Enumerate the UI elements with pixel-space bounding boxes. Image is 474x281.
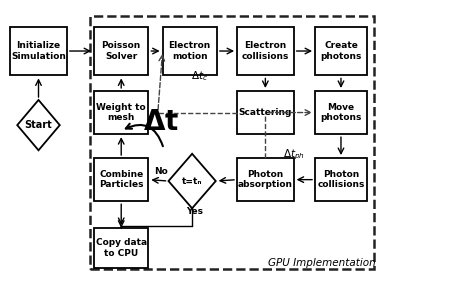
Text: Electron
collisions: Electron collisions (242, 41, 289, 61)
FancyBboxPatch shape (237, 158, 294, 201)
FancyBboxPatch shape (163, 27, 217, 76)
FancyBboxPatch shape (315, 27, 367, 76)
Text: Yes: Yes (186, 207, 203, 216)
Text: Combine
Particles: Combine Particles (99, 170, 144, 189)
FancyBboxPatch shape (237, 91, 294, 134)
Text: $\Delta t_{ph}$: $\Delta t_{ph}$ (283, 147, 305, 162)
Text: Move
photons: Move photons (320, 103, 362, 122)
Text: Start: Start (25, 120, 53, 130)
Text: Weight to
mesh: Weight to mesh (96, 103, 146, 122)
FancyBboxPatch shape (94, 27, 148, 76)
Text: No: No (155, 167, 168, 176)
FancyBboxPatch shape (94, 228, 148, 268)
Text: Create
photons: Create photons (320, 41, 362, 61)
Text: $\mathbf{\Delta t}$: $\mathbf{\Delta t}$ (143, 108, 180, 136)
FancyBboxPatch shape (10, 27, 67, 76)
Text: Initialize
Simulation: Initialize Simulation (11, 41, 66, 61)
Polygon shape (168, 154, 216, 208)
Text: Copy data
to CPU: Copy data to CPU (96, 239, 147, 258)
FancyBboxPatch shape (315, 158, 367, 201)
Text: Electron
motion: Electron motion (169, 41, 211, 61)
Text: Photon
collisions: Photon collisions (317, 170, 365, 189)
FancyBboxPatch shape (94, 158, 148, 201)
Text: Photon
absorption: Photon absorption (238, 170, 293, 189)
Text: t=tₙ: t=tₙ (182, 176, 202, 185)
FancyBboxPatch shape (237, 27, 294, 76)
FancyBboxPatch shape (94, 91, 148, 134)
FancyBboxPatch shape (315, 91, 367, 134)
Text: Poisson
Solver: Poisson Solver (101, 41, 141, 61)
Text: $\Delta t_c$: $\Delta t_c$ (191, 69, 208, 83)
Polygon shape (17, 100, 60, 150)
Text: GPU Implementation: GPU Implementation (268, 258, 376, 268)
Text: Scattering: Scattering (239, 108, 292, 117)
